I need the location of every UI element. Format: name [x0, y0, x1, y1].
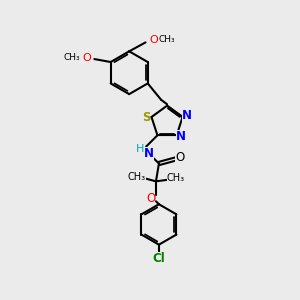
Text: CH₃: CH₃ — [64, 53, 80, 62]
Text: N: N — [182, 109, 192, 122]
Text: CH₃: CH₃ — [128, 172, 146, 182]
Text: O: O — [146, 192, 155, 205]
Text: N: N — [143, 147, 154, 160]
Text: Cl: Cl — [152, 252, 165, 266]
Text: S: S — [142, 110, 150, 124]
Text: O: O — [175, 151, 184, 164]
Text: H: H — [136, 144, 144, 154]
Text: CH₃: CH₃ — [159, 35, 175, 44]
Text: CH₃: CH₃ — [167, 173, 185, 183]
Text: O: O — [82, 52, 91, 63]
Text: N: N — [176, 130, 186, 143]
Text: O: O — [149, 35, 158, 45]
